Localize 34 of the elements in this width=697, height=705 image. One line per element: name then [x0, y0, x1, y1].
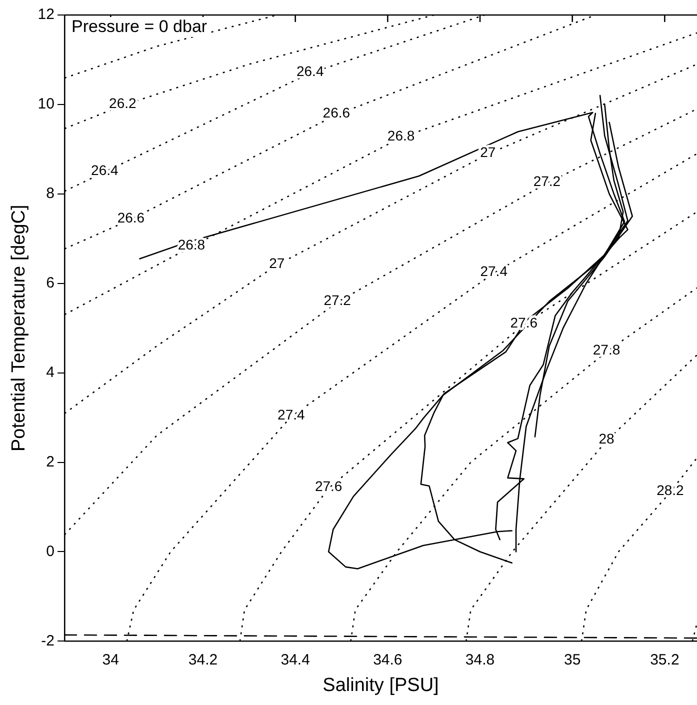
annotation: 27 [480, 144, 496, 160]
annotation: 26.6 [117, 209, 145, 226]
annotation: 27.2 [324, 292, 352, 308]
annotation: 26.6 [322, 104, 350, 121]
y-tick-label: 6 [46, 274, 54, 292]
x-tick-label: 34.4 [280, 651, 310, 668]
y-tick-label: 8 [46, 185, 54, 202]
x-tick-label: 34.8 [465, 651, 495, 668]
y-tick-label: 2 [46, 453, 54, 470]
annotation: 28.2 [656, 482, 684, 498]
annotation: 26.8 [387, 127, 415, 144]
y-tick-label: 0 [46, 542, 54, 560]
x-tick-label: 34.6 [373, 651, 402, 668]
x-tick-label: 35.2 [650, 651, 680, 668]
y-tick-label: 4 [46, 364, 54, 381]
annotation: 26.4 [91, 162, 118, 178]
annotation: Pressure = 0 dbar [71, 17, 208, 36]
x-tick-label: 34.2 [188, 651, 218, 668]
annotation: 26.4 [296, 63, 324, 80]
annotation: 28 [598, 430, 615, 447]
x-tick-label: 34 [102, 651, 119, 668]
annotation: 27 [269, 254, 285, 271]
annotation: 27.4 [278, 406, 306, 423]
annotation: 27.2 [533, 173, 561, 190]
annotation: 27.6 [314, 478, 342, 494]
y-tick-label: 10 [38, 96, 54, 113]
x-axis-title: Salinity [PSU] [322, 674, 439, 696]
annotation: 26.2 [109, 95, 136, 112]
y-tick-label: 12 [38, 6, 54, 24]
x-tick-label: 35 [564, 651, 581, 668]
y-axis-title: Potential Temperature [degC] [8, 204, 30, 452]
annotation: 27.4 [480, 262, 508, 279]
annotation: 27.8 [592, 342, 620, 358]
y-tick-label: -2 [41, 632, 54, 650]
